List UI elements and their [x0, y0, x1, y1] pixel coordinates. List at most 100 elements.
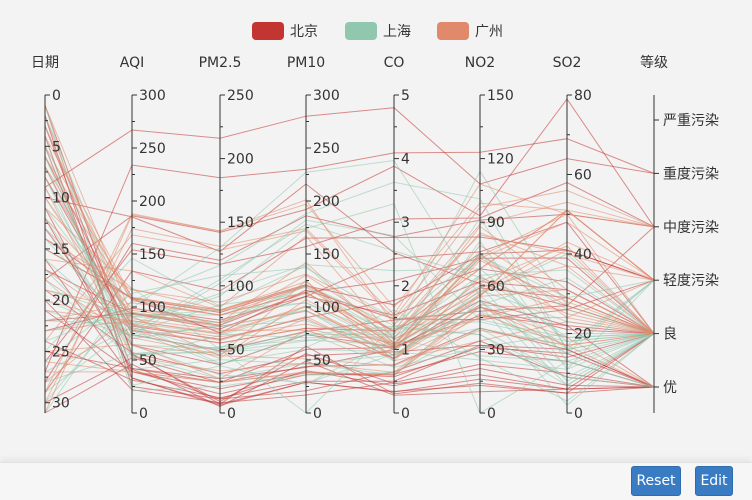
data-line — [44, 166, 655, 346]
category-label: 严重污染 — [663, 113, 719, 129]
tick-label: 150 — [139, 247, 166, 263]
legend-label: 上海 — [383, 24, 411, 40]
data-line — [44, 232, 655, 331]
tick-label: 100 — [139, 300, 166, 316]
tick-label: 1 — [401, 342, 410, 358]
tick-label: 0 — [487, 406, 496, 422]
axis-0: 日期 0 5 10 15 20 25 30 — [31, 55, 70, 413]
legend: 北京 上海 广州 — [252, 22, 503, 40]
tick-label: 25 — [52, 344, 70, 360]
category-label: 中度污染 — [663, 220, 719, 236]
tick-label: 100 — [313, 300, 340, 316]
tick-label: 50 — [227, 342, 245, 358]
legend-label: 北京 — [290, 24, 318, 40]
tick-label: 0 — [139, 406, 148, 422]
data-line — [44, 329, 655, 367]
data-line — [44, 199, 655, 414]
category-label: 优 — [663, 380, 677, 396]
tick-label: 40 — [574, 247, 592, 263]
tick-label: 150 — [227, 215, 254, 231]
tick-label: 250 — [227, 88, 254, 104]
data-line — [44, 105, 655, 388]
tick-label: 150 — [313, 247, 340, 263]
tick-label: 0 — [313, 406, 322, 422]
data-line — [44, 289, 655, 360]
tick-label: 200 — [139, 194, 166, 210]
tick-label: 60 — [487, 279, 505, 295]
tick-label: 15 — [52, 242, 70, 258]
tick-label: 100 — [227, 279, 254, 295]
toolbar-footer: Reset Edit — [0, 462, 752, 500]
legend-swatch — [437, 22, 469, 40]
legend-swatch — [252, 22, 284, 40]
tick-label: 20 — [574, 327, 592, 343]
data-line — [44, 176, 655, 344]
data-line — [44, 228, 655, 340]
data-line — [44, 300, 655, 388]
data-line — [44, 98, 655, 281]
data-line — [44, 135, 655, 392]
tick-label: 0 — [227, 406, 236, 422]
tick-label: 0 — [52, 88, 61, 104]
axis-2: PM2.5 0 50 100 150 200 250 — [199, 55, 254, 422]
axis-name: 等级 — [640, 54, 668, 71]
tick-label: 5 — [52, 139, 61, 155]
parallel-chart: 日期 0 5 10 15 20 25 30 AQI 0 50 100 150 200 250 300 PM2.5… — [31, 22, 719, 422]
data-line — [44, 146, 655, 388]
tick-label: 10 — [52, 191, 70, 207]
axis-6: SO2 0 20 40 60 80 — [553, 55, 592, 422]
data-line — [44, 251, 655, 414]
tick-label: 3 — [401, 215, 410, 231]
data-line — [44, 276, 655, 359]
tick-label: 200 — [227, 152, 254, 168]
tick-label: 20 — [52, 293, 70, 309]
data-line — [44, 181, 655, 363]
tick-label: 120 — [487, 152, 514, 168]
axis-name: 日期 — [31, 55, 59, 71]
legend-item-0[interactable]: 北京 — [252, 22, 318, 40]
axis-5: NO2 0 30 60 90 120 150 — [465, 55, 514, 422]
legend-label: 广州 — [475, 24, 503, 40]
data-line — [44, 274, 655, 363]
legend-item-2[interactable]: 广州 — [437, 22, 503, 40]
tick-label: 50 — [139, 353, 157, 369]
data-line — [44, 138, 655, 373]
data-line — [44, 340, 655, 399]
chart-axes: 日期051015202530AQI050100150200250300PM2.5… — [31, 54, 719, 422]
data-line — [44, 306, 655, 388]
tick-label: 50 — [313, 353, 331, 369]
data-line — [44, 306, 655, 404]
tick-label: 5 — [401, 88, 410, 104]
data-line — [44, 189, 655, 342]
data-line — [44, 225, 655, 340]
data-line — [44, 176, 655, 359]
tick-label: 200 — [313, 194, 340, 210]
tick-label: 30 — [487, 342, 505, 358]
data-line — [44, 267, 655, 363]
axis-name: PM2.5 — [199, 55, 242, 71]
category-label: 轻度污染 — [663, 273, 719, 289]
data-line — [44, 264, 655, 342]
axis-name: NO2 — [465, 55, 495, 71]
reset-button[interactable]: Reset — [631, 466, 681, 496]
category-label: 良 — [663, 327, 677, 343]
tick-label: 60 — [574, 168, 592, 184]
tick-label: 300 — [313, 88, 340, 104]
legend-item-1[interactable]: 上海 — [345, 22, 411, 40]
axis-name: CO — [384, 55, 405, 71]
data-line — [44, 221, 655, 345]
category-label: 重度污染 — [663, 166, 719, 182]
data-line — [44, 156, 655, 333]
axis-name: AQI — [120, 55, 144, 71]
data-line — [44, 115, 655, 380]
data-lines — [44, 98, 655, 414]
tick-label: 150 — [487, 88, 514, 104]
tick-label: 4 — [401, 152, 410, 168]
tick-label: 0 — [574, 406, 583, 422]
data-line — [44, 309, 655, 368]
data-line — [44, 107, 655, 188]
tick-label: 90 — [487, 215, 505, 231]
edit-button[interactable]: Edit — [695, 466, 733, 496]
data-line — [44, 235, 655, 340]
tick-label: 250 — [139, 141, 166, 157]
